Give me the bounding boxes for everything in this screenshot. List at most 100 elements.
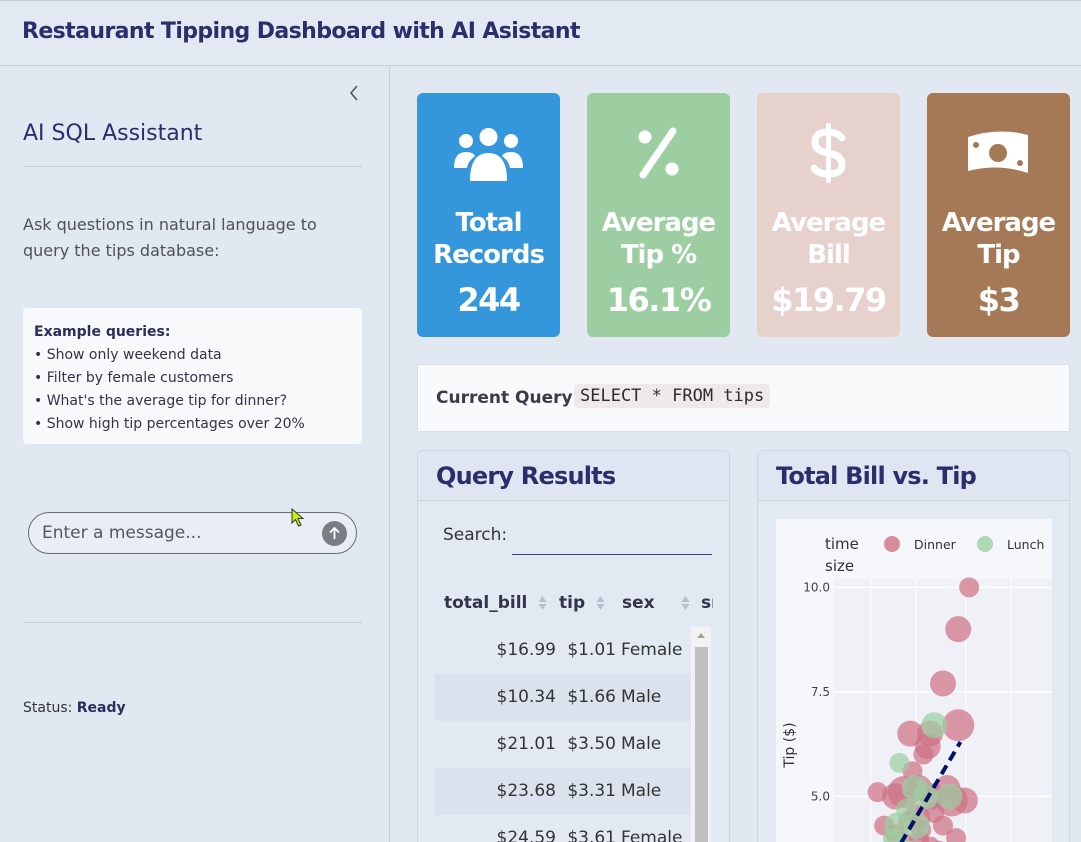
panel-title: Query Results — [436, 462, 616, 490]
card-label-line: Tip — [977, 240, 1020, 270]
average-tip-percent-card: Average Tip % 16.1% — [587, 93, 730, 337]
card-label: Average Bill — [757, 207, 900, 271]
legend-marker — [884, 536, 900, 552]
current-query-label: Current Query: — [436, 388, 580, 408]
card-label-line: Total — [455, 208, 522, 238]
data-point-lunch — [912, 783, 939, 810]
table-row[interactable]: $24.59 $3.61 Female — [435, 815, 690, 842]
sidebar-collapse-button[interactable] — [344, 82, 364, 104]
example-query: • Show only weekend data — [34, 347, 222, 363]
data-point-dinner — [942, 709, 975, 742]
card-label-line: Records — [433, 240, 545, 270]
current-query-bar: Current Query: SELECT * FROM tips — [417, 364, 1070, 432]
scatter-plot[interactable]: 5.0 7.5 10.0 Tip ($) time size Dinner Lunch — [776, 519, 1052, 842]
data-point-dinner — [913, 744, 934, 765]
table-row[interactable]: $21.01 $3.50 Male — [435, 721, 690, 768]
column-header-smoker[interactable]: sı — [701, 593, 713, 613]
mouse-cursor-icon — [291, 508, 305, 527]
y-tick-label: 10.0 — [803, 580, 830, 594]
cell-total-bill: $16.99 — [496, 640, 556, 660]
scroll-up-arrow-icon[interactable] — [691, 627, 711, 645]
chat-input-container — [28, 512, 357, 554]
cell-tip: $3.50 — [567, 734, 616, 754]
average-tip-card: Average Tip $3 — [927, 93, 1070, 337]
legend-marker — [977, 536, 993, 552]
table-search-input[interactable] — [512, 521, 712, 555]
data-point-dinner — [867, 782, 888, 803]
status-line: Status: Ready — [23, 700, 126, 716]
legend-entry: Dinner — [914, 537, 957, 552]
data-point-dinner — [930, 670, 956, 697]
data-point-dinner — [933, 815, 953, 836]
sort-icon — [596, 596, 605, 610]
table-scrollbar[interactable] — [691, 627, 711, 842]
status-value: Ready — [76, 700, 126, 716]
card-value: $19.79 — [771, 281, 887, 319]
total-records-card: Total Records 244 — [417, 93, 560, 337]
percent-icon — [638, 127, 679, 179]
example-queries-box: Example queries: • Show only weekend dat… — [23, 308, 362, 444]
sidebar-divider — [23, 622, 362, 623]
card-label-line: Average — [601, 208, 716, 238]
panel-header: Total Bill vs. Tip — [758, 451, 1069, 501]
data-point-dinner — [946, 828, 967, 842]
card-label-line: Bill — [807, 240, 851, 270]
column-header-label: total_bill — [444, 593, 528, 613]
page-title: Restaurant Tipping Dashboard with AI Asi… — [22, 19, 580, 44]
data-point-lunch — [921, 712, 948, 739]
sidebar-title: AI SQL Assistant — [23, 121, 203, 146]
chat-message-input[interactable] — [42, 521, 312, 545]
column-header-label: tip — [559, 593, 586, 613]
table-row[interactable]: $23.68 $3.31 Male — [435, 768, 690, 815]
example-queries-title: Example queries: — [34, 324, 171, 340]
query-results-panel: Query Results Search: total_bill tip sex… — [417, 450, 730, 842]
cell-sex: Female — [621, 828, 683, 842]
scrollbar-thumb[interactable] — [695, 647, 708, 842]
card-label: Total Records — [417, 207, 560, 271]
example-query: • What's the average tip for dinner? — [34, 393, 288, 409]
data-point-lunch — [903, 812, 930, 839]
column-header-label: sı — [701, 593, 713, 613]
users-icon — [454, 128, 523, 181]
card-label-line: Average — [771, 208, 886, 238]
column-header-total-bill[interactable]: total_bill — [444, 593, 547, 613]
table-row[interactable]: $16.99 $1.01 Female — [435, 627, 690, 674]
sidebar-description: Ask questions in natural language to que… — [23, 215, 317, 260]
table-row[interactable]: $10.34 $1.66 Male — [435, 674, 690, 721]
cell-tip: $3.31 — [567, 781, 616, 801]
column-header-tip[interactable]: tip — [559, 593, 605, 613]
average-bill-card: Average Bill $19.79 — [757, 93, 900, 337]
cell-sex: Female — [621, 640, 683, 660]
cell-tip: $3.61 — [567, 828, 616, 842]
legend-title: size — [825, 557, 854, 575]
cell-tip: $1.01 — [567, 640, 616, 660]
sidebar-divider — [23, 166, 362, 167]
column-header-sex[interactable]: sex — [622, 593, 690, 613]
card-label: Average Tip — [927, 207, 1070, 271]
card-value: $3 — [977, 281, 1021, 319]
data-point-dinner — [959, 577, 980, 598]
column-header-label: sex — [622, 593, 655, 613]
data-point-dinner — [945, 616, 972, 643]
data-point-lunch — [936, 783, 963, 810]
cell-total-bill: $24.59 — [496, 828, 556, 842]
legend-entry: Lunch — [1007, 537, 1044, 552]
dollar-icon — [810, 123, 846, 183]
scatter-chart-panel: Total Bill vs. Tip 5.0 7.5 10.0 Tip ($) time… — [757, 450, 1070, 842]
legend-background — [776, 519, 1052, 577]
card-value: 16.1% — [606, 281, 712, 319]
cell-tip: $1.66 — [567, 687, 616, 707]
arrow-up-icon — [329, 526, 340, 539]
chevron-left-icon — [349, 85, 358, 101]
current-query-sql: SELECT * FROM tips — [574, 384, 771, 408]
y-axis-label: Tip ($) — [782, 722, 798, 768]
sort-icon — [681, 596, 690, 610]
search-label: Search: — [443, 525, 508, 545]
money-bill-icon — [968, 131, 1028, 173]
sort-icon — [538, 596, 547, 610]
cell-total-bill: $10.34 — [496, 687, 556, 707]
card-label-line: Tip % — [620, 240, 697, 270]
panel-title: Total Bill vs. Tip — [776, 462, 977, 490]
card-value: 244 — [457, 281, 521, 319]
send-message-button[interactable] — [322, 521, 347, 546]
